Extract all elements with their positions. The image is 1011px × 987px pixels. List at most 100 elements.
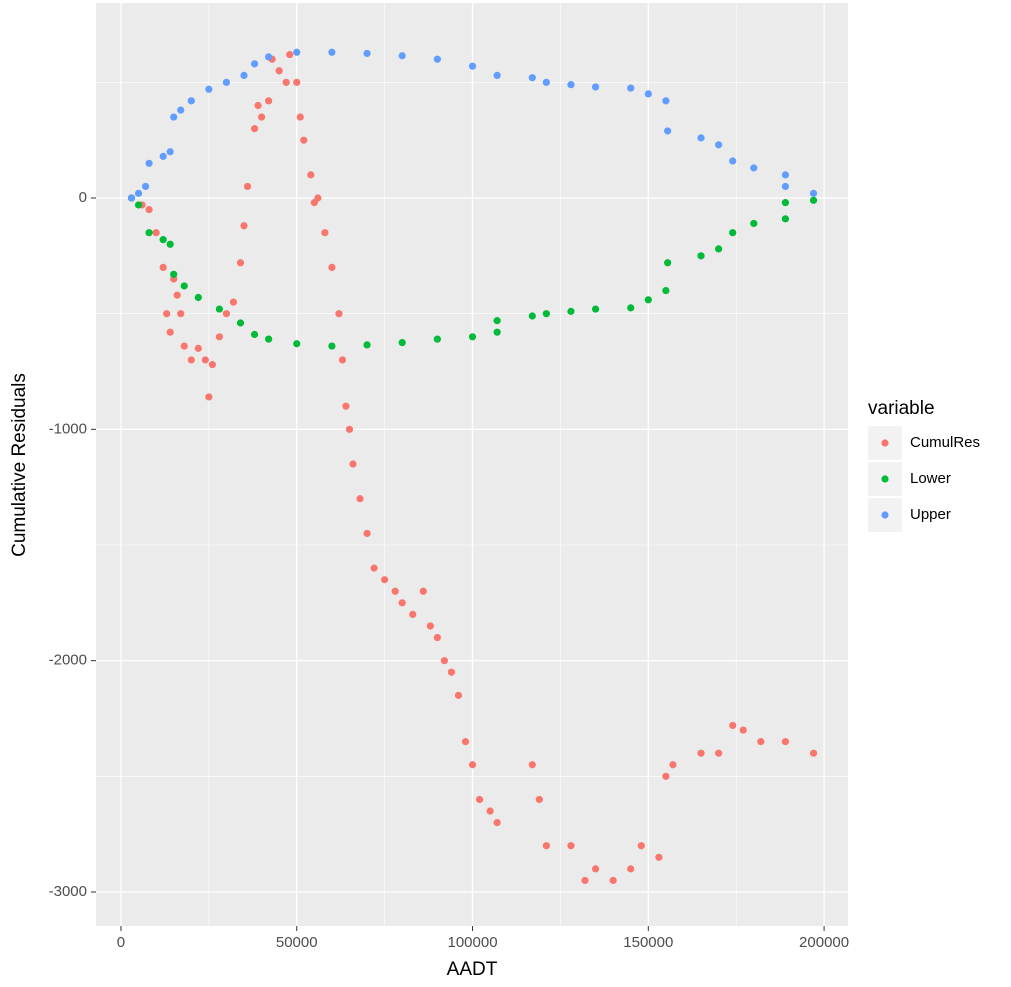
point [229, 298, 238, 306]
point [363, 49, 371, 58]
point [475, 795, 484, 804]
point [398, 52, 406, 60]
point [307, 171, 315, 179]
point [356, 495, 364, 503]
x-tick-label: 100000 [447, 934, 497, 951]
point [180, 282, 188, 290]
point [296, 113, 304, 121]
point [637, 842, 645, 850]
point [254, 101, 262, 110]
legend-label: Lower [910, 470, 951, 487]
point [345, 425, 354, 433]
point [145, 159, 153, 167]
point [468, 761, 477, 769]
point [809, 749, 818, 757]
legend-marker [881, 475, 889, 483]
point [433, 335, 441, 343]
y-tick-label: 0 [79, 189, 87, 206]
point [328, 263, 336, 272]
point [398, 599, 406, 607]
point [250, 60, 259, 68]
point [141, 182, 150, 191]
point [809, 189, 818, 197]
point [542, 78, 550, 86]
point [293, 48, 301, 56]
point [419, 587, 427, 595]
point [300, 136, 308, 144]
x-tick-label: 50000 [276, 934, 318, 951]
point [627, 84, 635, 92]
point [177, 310, 185, 318]
point [644, 90, 652, 98]
point [528, 312, 536, 320]
point [493, 317, 501, 325]
point [461, 738, 470, 746]
point [257, 113, 266, 121]
legend: variable CumulRes Lower Upper [868, 398, 980, 532]
point [134, 189, 143, 197]
point [627, 865, 635, 873]
point [715, 141, 723, 149]
point [781, 171, 790, 179]
point [729, 157, 737, 165]
legend-marker [881, 511, 889, 519]
point [781, 738, 790, 746]
point [134, 201, 143, 209]
y-tick-label: -1000 [49, 420, 87, 437]
point [187, 97, 195, 105]
point [328, 48, 336, 56]
point [433, 55, 441, 63]
x-axis-label: AADT [447, 959, 498, 980]
point [381, 576, 389, 584]
point [265, 53, 273, 61]
point [363, 341, 371, 349]
point [166, 148, 174, 156]
point [528, 761, 536, 769]
point [781, 199, 790, 207]
legend-label: CumulRes [910, 434, 980, 451]
point [567, 81, 575, 89]
point [627, 304, 635, 312]
point [321, 229, 329, 237]
point [493, 818, 501, 827]
point [664, 259, 672, 267]
point [159, 152, 167, 160]
axes: 0 50000 100000 150000 200000 -3000 -2000 -1000 0 [49, 189, 849, 951]
point [159, 236, 167, 244]
point [201, 356, 209, 364]
point [729, 721, 737, 730]
legend-label: Upper [910, 506, 951, 523]
point [433, 633, 441, 642]
point [750, 164, 758, 172]
x-tick-label: 150000 [623, 934, 673, 951]
point [222, 78, 231, 86]
point [409, 610, 417, 619]
point [293, 340, 301, 348]
point [697, 252, 705, 260]
point [542, 310, 550, 318]
legend-title: variable [868, 398, 935, 419]
point [177, 106, 185, 114]
point [591, 865, 600, 873]
point [236, 259, 245, 267]
point [173, 291, 181, 299]
point [468, 333, 477, 341]
point [664, 127, 672, 135]
point [243, 182, 252, 191]
point [363, 529, 371, 538]
point [454, 691, 463, 699]
point [809, 196, 818, 204]
point [163, 310, 171, 318]
points [127, 48, 818, 885]
point [542, 842, 550, 850]
point [240, 71, 248, 80]
point [655, 853, 663, 861]
point [187, 356, 195, 364]
point [567, 842, 575, 850]
point [715, 749, 723, 757]
point [781, 182, 790, 191]
point [697, 749, 705, 757]
point [127, 194, 136, 202]
point [493, 71, 501, 80]
point [370, 564, 378, 572]
